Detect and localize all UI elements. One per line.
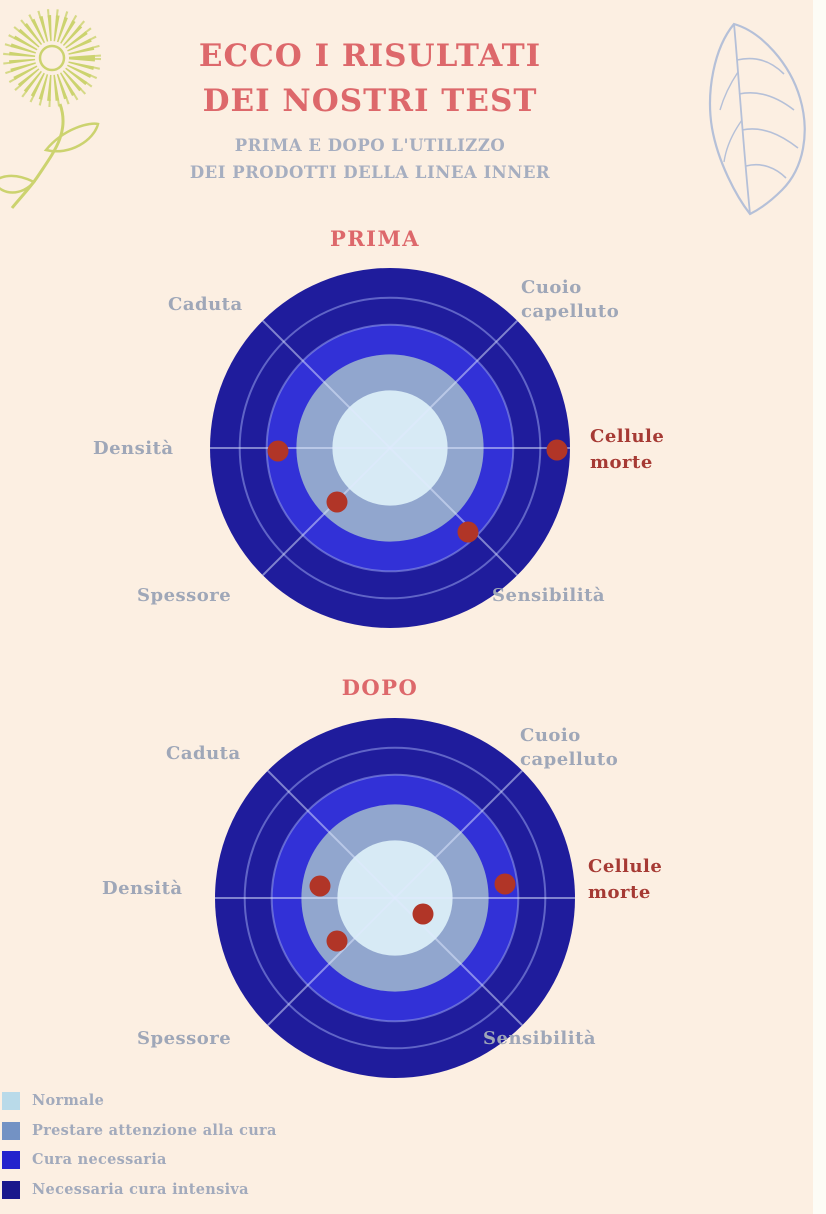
dopo-radar-chart: [215, 718, 575, 1078]
legend-swatch-normale: [2, 1092, 20, 1110]
page-title-line1: ECCO I RISULTATI: [198, 38, 542, 74]
axis-label-sensibilita: Sensibilità: [483, 1028, 597, 1049]
legend-label: Necessaria cura intensiva: [32, 1181, 249, 1198]
chart-heading-prima: PRIMA: [329, 226, 421, 251]
page-subtitle-line2: DEI PRODOTTI DELLA LINEA INNER: [189, 163, 551, 182]
legend-swatch-cura-intensiva: [2, 1181, 20, 1199]
axis-label-spessore: Spessore: [137, 1028, 232, 1049]
axis-label-cellule-morte: Cellule morte: [590, 426, 665, 473]
legend-label: Prestare attenzione alla cura: [32, 1122, 277, 1139]
axis-label-sensibilita: Sensibilità: [492, 585, 606, 606]
page-title: ECCO I RISULTATI DEI NOSTRI TEST: [70, 34, 670, 124]
chart-heading-dopo: DOPO: [341, 675, 419, 700]
legend-swatch-cura-necessaria: [2, 1151, 20, 1169]
page-edge-strip: [813, 0, 826, 1214]
legend-label: Normale: [32, 1092, 105, 1109]
axis-label-caduta: Caduta: [168, 294, 243, 315]
page-subtitle: PRIMA E DOPO L'UTILIZZO DEI PRODOTTI DEL…: [70, 132, 670, 186]
leaf-illustration: [709, 22, 806, 216]
page-title-line2: DEI NOSTRI TEST: [202, 83, 538, 119]
axis-label-cuoio-capelluto: Cuoio capelluto: [520, 725, 619, 770]
axis-label-cuoio-capelluto: Cuoio capelluto: [521, 277, 620, 322]
axis-label-cellule-morte: Cellule morte: [588, 856, 663, 903]
prima-radar-chart: [210, 268, 570, 628]
page-subtitle-line1: PRIMA E DOPO L'UTILIZZO: [234, 136, 506, 155]
legend-swatch-prestare-attenzione: [2, 1122, 20, 1140]
axis-label-spessore: Spessore: [137, 585, 232, 606]
legend-label: Cura necessaria: [32, 1151, 167, 1168]
axis-label-densita: Densità: [102, 878, 183, 899]
axis-label-densita: Densità: [93, 438, 174, 459]
axis-label-caduta: Caduta: [166, 743, 241, 764]
